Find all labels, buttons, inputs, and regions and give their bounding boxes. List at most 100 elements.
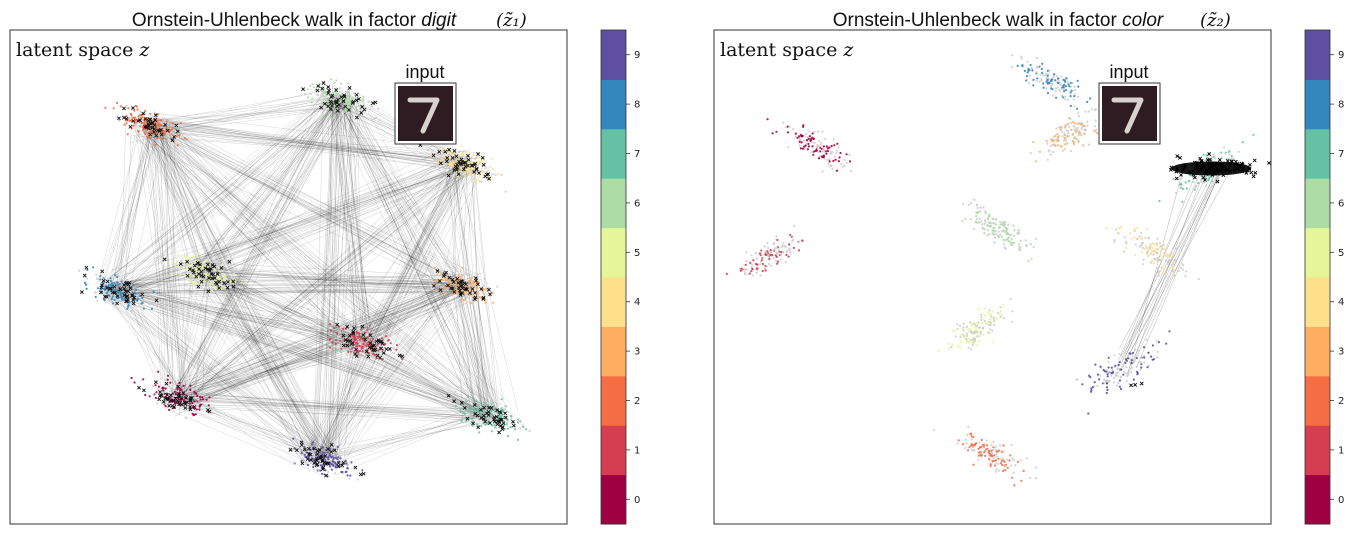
data-point	[801, 147, 804, 150]
walk-line	[205, 279, 322, 454]
data-point	[1038, 80, 1041, 83]
data-point	[1156, 356, 1159, 359]
data-point	[293, 461, 296, 464]
data-point	[450, 175, 453, 178]
data-point	[119, 105, 122, 108]
walk-marker	[1251, 174, 1256, 179]
data-point	[1130, 371, 1133, 374]
data-point	[475, 400, 478, 403]
data-point	[1026, 60, 1029, 63]
data-point	[974, 324, 977, 327]
walk-line	[141, 120, 447, 281]
walk-marker	[205, 408, 210, 412]
data-point	[312, 465, 315, 469]
walk-line	[165, 123, 311, 473]
data-point	[485, 166, 488, 170]
data-point	[193, 407, 196, 410]
data-point	[1118, 379, 1122, 382]
data-point	[1116, 384, 1119, 387]
colorbar-segment	[601, 30, 626, 80]
walk-line	[202, 265, 511, 417]
data-point	[99, 278, 102, 281]
walk-line	[310, 93, 342, 457]
walk-marker	[494, 414, 499, 419]
data-point	[131, 116, 134, 119]
data-point	[104, 106, 107, 109]
walk-line	[331, 92, 376, 353]
walk-marker	[465, 416, 470, 421]
walk-line	[359, 290, 464, 330]
walk-line	[346, 286, 462, 345]
walk-line	[457, 299, 486, 420]
walk-marker	[483, 419, 488, 424]
walk-line	[186, 92, 323, 397]
data-point	[956, 323, 959, 326]
walk-line	[210, 274, 331, 464]
walk-line	[165, 120, 499, 406]
walk-marker	[152, 127, 157, 132]
data-point	[342, 327, 345, 330]
walk-line	[146, 123, 203, 276]
left-latent-label: latent space z	[16, 39, 150, 61]
data-point	[988, 462, 991, 465]
colorbar-tick-label: 0	[634, 495, 640, 506]
walk-line	[307, 274, 455, 468]
data-point	[448, 162, 451, 165]
data-point	[144, 109, 147, 112]
walk-line	[131, 281, 493, 415]
walk-line	[167, 279, 477, 405]
walk-marker	[1215, 179, 1220, 184]
walk-marker	[487, 287, 491, 292]
data-point	[303, 445, 306, 449]
data-point	[766, 118, 769, 121]
data-point	[472, 153, 475, 157]
walk-marker	[158, 390, 163, 394]
data-point	[154, 121, 157, 124]
data-point	[1220, 151, 1223, 154]
data-point	[754, 252, 758, 255]
data-point	[983, 319, 987, 323]
walk-marker	[1168, 167, 1173, 172]
data-point	[378, 119, 381, 122]
walk-line	[358, 290, 453, 343]
walk-line	[109, 102, 325, 293]
walk-marker	[354, 98, 359, 103]
data-point	[157, 119, 160, 122]
walk-marker	[354, 347, 359, 352]
walk-line	[149, 121, 507, 417]
walk-line	[150, 116, 479, 173]
walk-line	[173, 129, 489, 284]
data-point	[998, 444, 1002, 447]
walk-marker	[191, 268, 195, 273]
walk-line	[110, 127, 158, 304]
data-point	[478, 296, 481, 299]
walk-line	[209, 275, 476, 285]
data-point	[1068, 85, 1071, 88]
data-point	[1133, 229, 1136, 232]
walk-marker	[437, 149, 442, 154]
data-point	[1061, 135, 1064, 138]
walk-line	[132, 290, 187, 407]
data-point	[782, 250, 785, 254]
walk-line	[170, 337, 356, 391]
walk-line	[453, 162, 457, 284]
data-point	[125, 104, 128, 107]
data-point	[360, 331, 363, 334]
walk-line	[135, 279, 214, 295]
walk-marker	[153, 118, 158, 123]
walk-line	[137, 295, 331, 461]
data-point	[1045, 72, 1048, 75]
data-point	[154, 384, 157, 387]
walk-marker	[456, 280, 461, 285]
walk-line	[156, 100, 343, 128]
walk-marker	[481, 295, 486, 300]
walk-line	[200, 265, 308, 461]
walk-marker	[319, 105, 324, 110]
data-point	[317, 468, 320, 471]
walk-line	[466, 292, 498, 411]
data-point	[798, 144, 801, 147]
walk-line	[343, 96, 488, 416]
walk-line	[446, 178, 471, 291]
walk-line	[171, 396, 475, 422]
